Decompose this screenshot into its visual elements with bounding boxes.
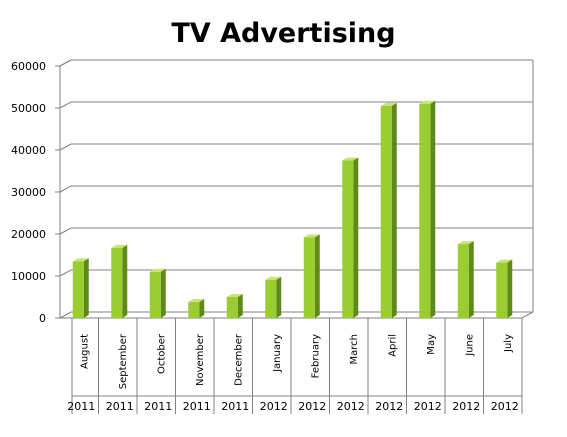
y-tick-label: 40000 [11,144,46,157]
gridline [59,269,533,277]
y-tick-label: 0 [39,312,46,325]
bar [72,261,84,318]
year-label: 2011 [106,400,134,413]
y-tick-label: 20000 [11,228,46,241]
year-label: 2011 [221,400,249,413]
bar-side [507,259,513,318]
x-tick-label: September [118,333,129,389]
y-tick-label: 10000 [11,270,46,283]
x-tick-label: August [79,334,90,369]
year-label: 2012 [491,400,519,413]
bar-top [72,258,89,262]
x-tick-label: April [387,334,398,357]
bar-side [237,294,243,318]
bar-top [380,102,397,106]
x-tick-label: October [156,333,167,374]
x-tick-label: February [310,334,321,378]
bar [419,103,431,318]
x-tick-label: March [349,334,360,364]
x-tick-label: January [272,334,283,373]
x-tick-label: November [195,333,206,386]
year-label: 2012 [260,400,288,413]
x-tick-label: May [426,334,437,355]
year-label: 2012 [452,400,480,413]
bar-top [303,234,320,238]
bar [457,244,469,318]
year-label: 2012 [375,400,403,413]
bar [342,160,354,318]
year-label: 2012 [298,400,326,413]
year-label: 2011 [67,400,95,413]
year-label: 2011 [144,400,172,413]
bar [303,237,315,318]
bar [226,297,238,318]
bar-top [342,157,359,161]
gridline [59,311,533,319]
bar-side [391,102,397,319]
bar-side [430,100,436,318]
bar-top [226,294,243,297]
x-tick-label: July [503,334,514,353]
y-axis-depth [59,59,72,67]
x-tick-label: December [233,333,244,386]
y-tick-label: 30000 [11,186,46,199]
year-label: 2012 [337,400,365,413]
bar-top [149,268,166,272]
gridline [59,143,533,151]
bar [265,279,277,318]
gridline [59,101,533,109]
x-tick-label: June [464,334,475,357]
bar-side [199,299,205,318]
y-tick-label: 50000 [11,102,46,115]
bar-side [83,258,89,318]
bar [149,271,161,318]
gridline [59,185,533,193]
bar [111,247,123,318]
bar-top [265,276,282,280]
bar [496,262,508,318]
gridline [59,59,533,67]
bar-side [276,276,282,318]
year-label: 2012 [414,400,442,413]
bar-side [353,157,359,318]
bar [188,302,200,318]
chart-title: TV Advertising [171,18,396,49]
bar-top [419,100,436,104]
bar-side [314,234,320,318]
bar-side [160,268,166,318]
bar-top [188,299,205,303]
bar [380,105,392,319]
bar-top [457,241,474,245]
bar-side [468,241,474,318]
year-label: 2011 [183,400,211,413]
gridline [59,227,533,235]
bar-top [111,244,128,248]
y-tick-label: 60000 [11,60,46,73]
bar-top [496,259,513,263]
bar-side [122,244,128,318]
